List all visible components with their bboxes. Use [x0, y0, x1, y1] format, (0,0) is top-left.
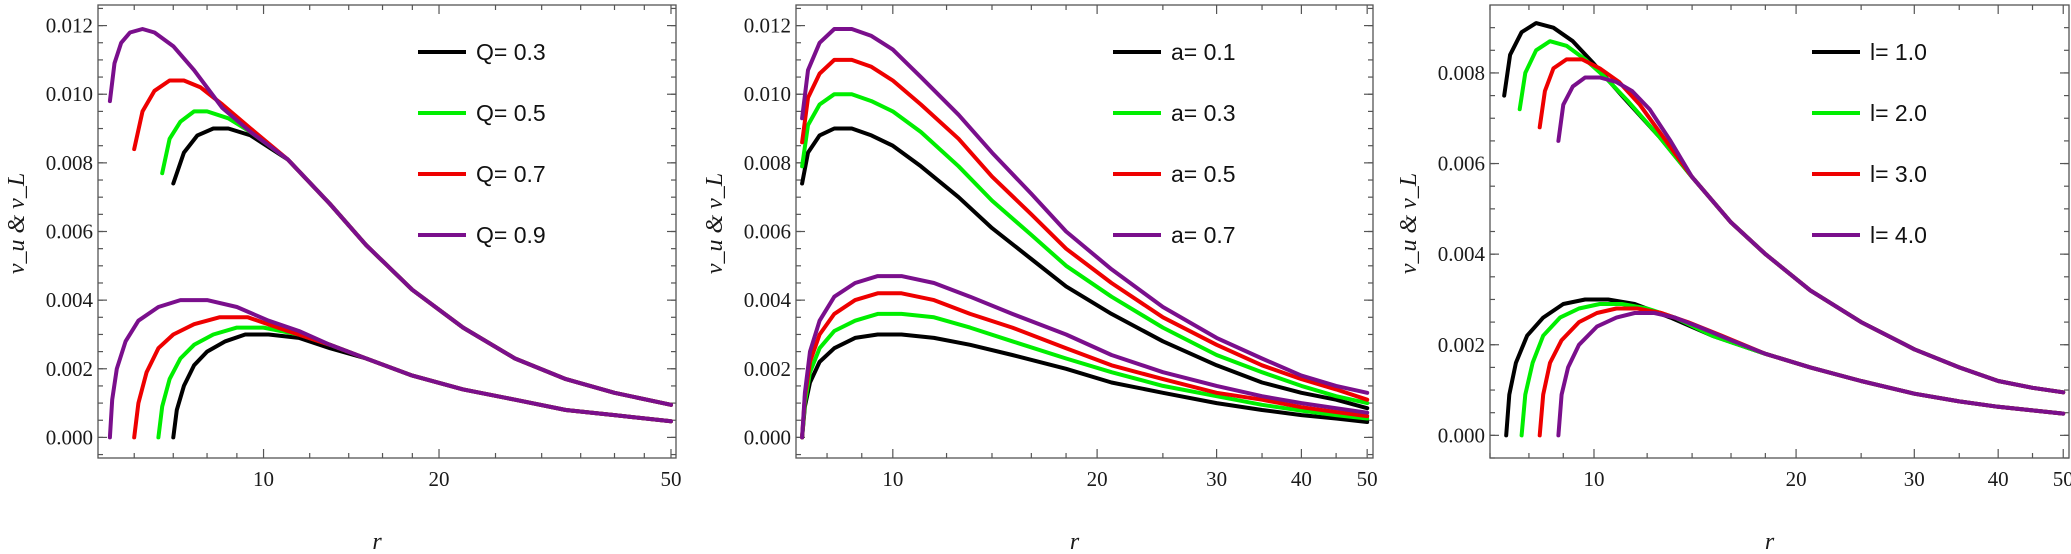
y-tick-label: 0.006	[1438, 152, 1485, 176]
y-axis-title: ν_u & ν_L	[1396, 173, 1422, 274]
x-tick-label: 20	[1087, 467, 1108, 491]
legend-label: l= 1.0	[1870, 39, 1927, 65]
x-tick-label: 20	[1786, 467, 1807, 491]
y-tick-label: 0.000	[744, 425, 791, 449]
series-line-upper-2	[800, 92, 1370, 406]
y-tick-label: 0.010	[744, 82, 791, 106]
chart-panel-1: 0.000 0.002 0.004 0.006 0.008 0.010 0.012 10 20 5…	[4, 4, 681, 554]
x-tick-label: 30	[1206, 467, 1227, 491]
series-line-upper-1	[171, 126, 673, 407]
legend-label: a= 0.1	[1171, 39, 1236, 65]
x-tick-label: 20	[429, 467, 450, 491]
x-axis-title: r	[372, 529, 382, 554]
y-tick-label: 0.012	[46, 14, 93, 38]
y-tick-label: 0.004	[744, 288, 792, 312]
series-line-upper-4	[107, 27, 673, 407]
y-tick-label: 0.008	[1438, 61, 1485, 85]
y-tick-label: 0.012	[744, 14, 791, 38]
y-axis-title: ν_u & ν_L	[4, 173, 30, 274]
x-tick-label: 10	[253, 467, 274, 491]
series-line-lower-4	[107, 298, 673, 440]
y-tick-label: 0.004	[1438, 242, 1486, 266]
x-tick-label: 30	[1904, 467, 1925, 491]
legend-label: Q= 0.7	[476, 161, 546, 187]
series-line-upper-3	[800, 57, 1370, 402]
y-tick-label: 0.008	[46, 151, 93, 175]
y-tick-label: 0.008	[744, 151, 791, 175]
series-line-upper-4	[1556, 75, 2066, 395]
series-line-upper-3	[1537, 57, 2066, 395]
legend-label: l= 2.0	[1870, 100, 1927, 126]
y-tick-label: 0.000	[1438, 423, 1485, 447]
series-line-lower-4	[1556, 311, 2066, 438]
chart-panel-3: 0.000 0.002 0.004 0.006 0.008 10 20 30 40 50 r ν_u …	[1396, 4, 2071, 554]
legend-label: a= 0.3	[1171, 100, 1236, 126]
series-line-upper-2	[160, 109, 673, 407]
x-tick-label: 10	[1583, 467, 1604, 491]
series-line-upper-4	[800, 27, 1370, 395]
x-axis-title: r	[1765, 529, 1775, 554]
x-tick-label: 10	[882, 467, 903, 491]
y-tick-label: 0.006	[744, 220, 791, 244]
y-tick-label: 0.000	[46, 425, 93, 449]
series-line-upper-1	[800, 126, 1370, 411]
series-line-lower-4	[800, 274, 1370, 440]
legend-label: l= 4.0	[1870, 222, 1927, 248]
legend-label: l= 3.0	[1870, 161, 1927, 187]
y-tick-label: 0.002	[46, 357, 93, 381]
series-line-lower-3	[800, 291, 1370, 440]
series-line-lower-2	[156, 325, 673, 440]
legend-label: Q= 0.9	[476, 222, 546, 248]
x-tick-label: 50	[1357, 467, 1378, 491]
y-tick-label: 0.002	[744, 357, 791, 381]
legend-label: a= 0.7	[1171, 222, 1236, 248]
x-tick-label: 50	[660, 467, 681, 491]
series-line-lower-1	[800, 332, 1370, 440]
x-tick-label: 50	[2053, 467, 2071, 491]
y-axis-title: ν_u & ν_L	[702, 173, 728, 274]
legend-label: Q= 0.3	[476, 39, 546, 65]
series-line-lower-2	[800, 311, 1370, 440]
y-tick-label: 0.006	[46, 220, 93, 244]
x-tick-label: 40	[1291, 467, 1312, 491]
chart-panel-2: 0.000 0.002 0.004 0.006 0.008 0.010 0.012 10 20 3…	[702, 4, 1378, 554]
y-tick-label: 0.004	[46, 288, 94, 312]
y-tick-label: 0.010	[46, 82, 93, 106]
x-tick-label: 40	[1988, 467, 2009, 491]
legend-label: a= 0.5	[1171, 161, 1236, 187]
series-line-lower-3	[1537, 306, 2066, 438]
series-line-lower-1	[1504, 297, 2066, 438]
plot-frame	[1489, 4, 2070, 459]
y-tick-label: 0.002	[1438, 333, 1485, 357]
series-line-upper-2	[1517, 39, 2066, 395]
legend-label: Q= 0.5	[476, 100, 546, 126]
x-axis-title: r	[1070, 529, 1080, 554]
